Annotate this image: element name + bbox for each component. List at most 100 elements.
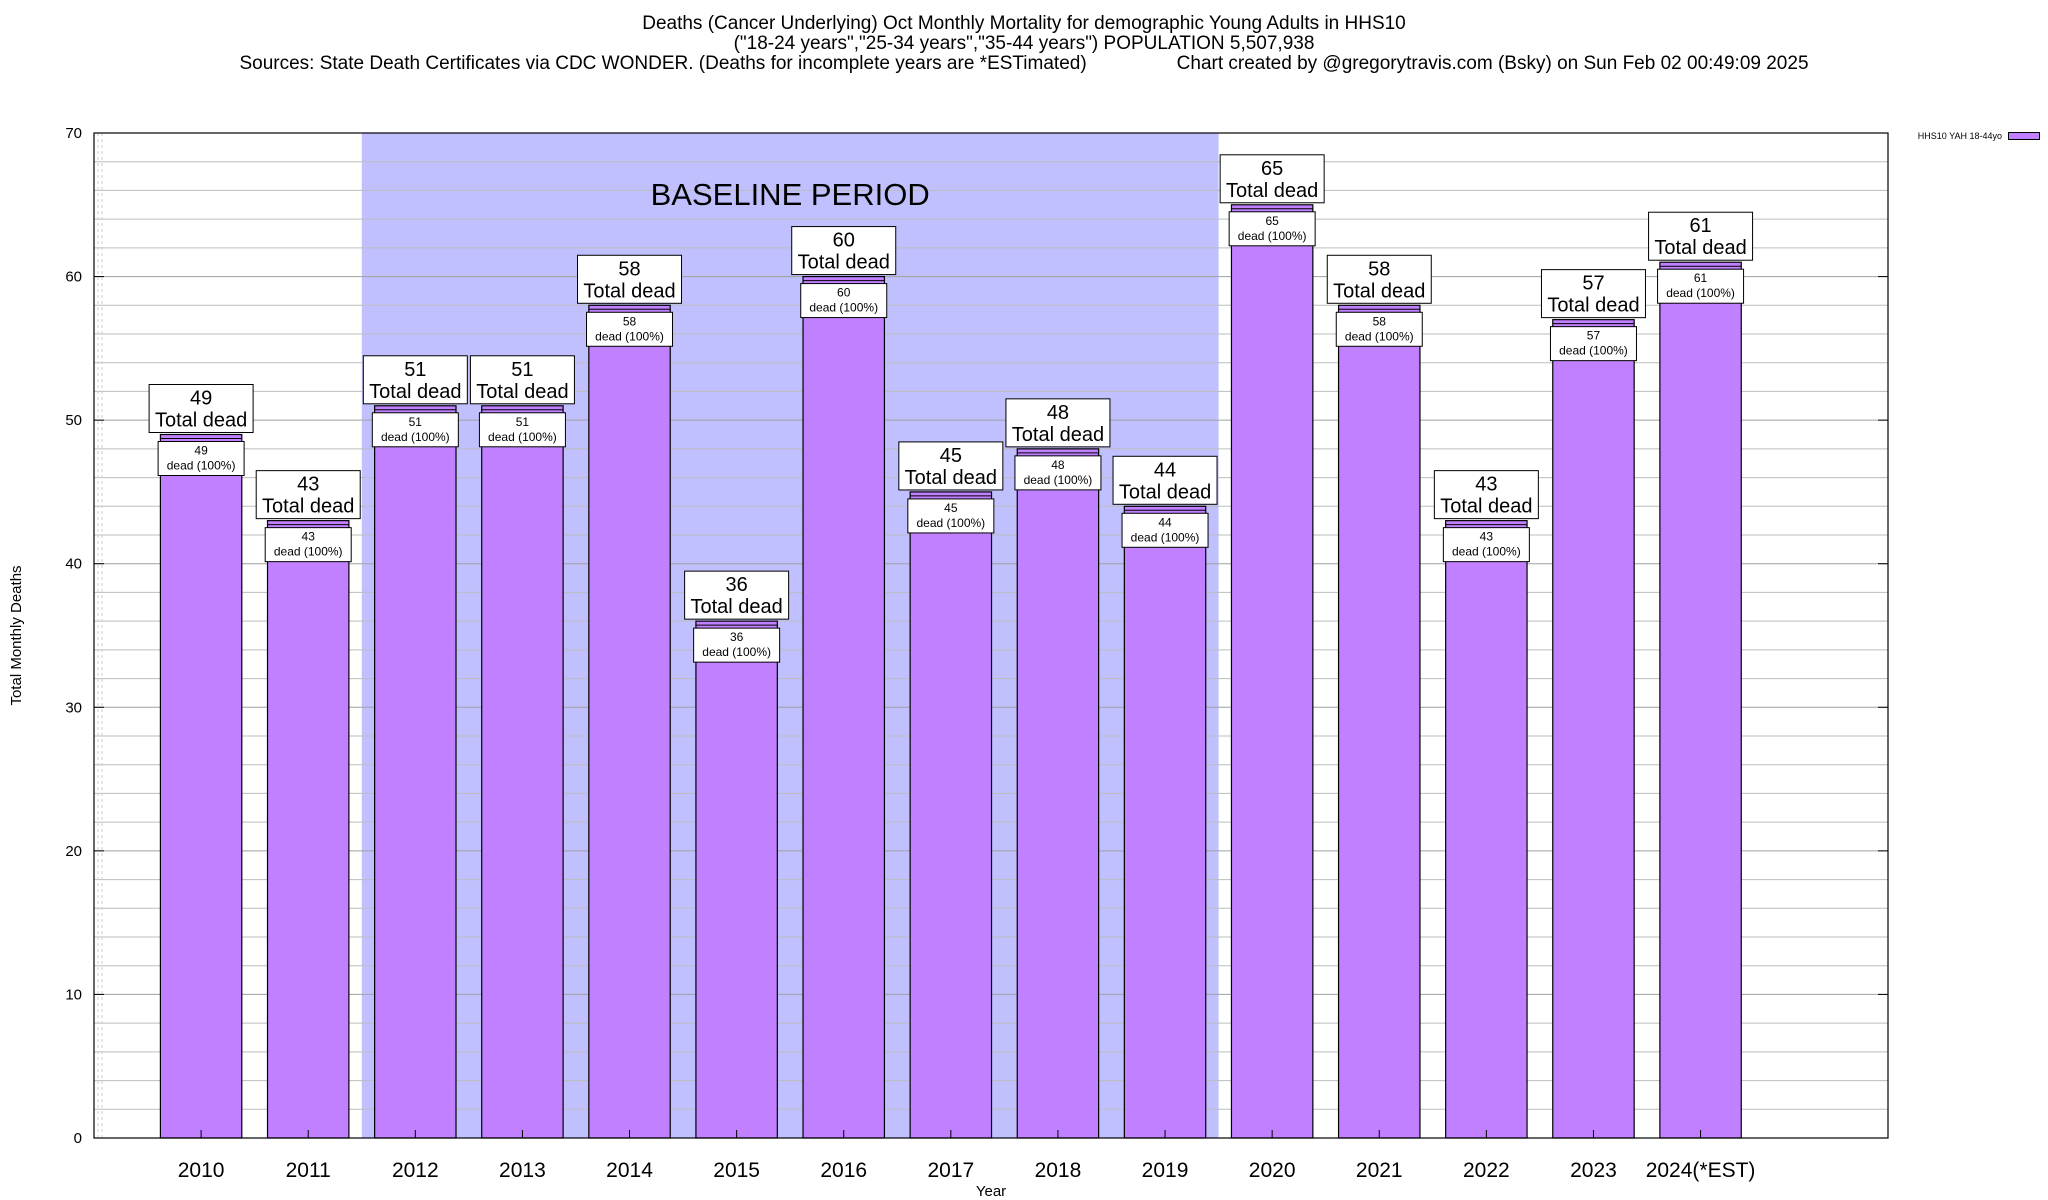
inner-data-label: 61 bbox=[1694, 271, 1708, 285]
inner-data-label-suffix: dead (100%) bbox=[702, 645, 771, 659]
x-tick-label: 2010 bbox=[178, 1159, 225, 1182]
inner-data-label: 58 bbox=[623, 314, 637, 328]
inner-data-label: 57 bbox=[1587, 329, 1601, 343]
outer-data-label: 51 bbox=[404, 359, 426, 381]
y-tick-label: 70 bbox=[65, 125, 82, 142]
outer-label-box bbox=[577, 254, 683, 304]
x-tick-label: 2011 bbox=[286, 1159, 331, 1182]
outer-data-label-suffix: Total dead bbox=[1654, 237, 1746, 259]
legend-swatch bbox=[2008, 132, 2040, 140]
plot-frame bbox=[93, 132, 1889, 1139]
inner-label-box bbox=[1121, 512, 1209, 548]
bar bbox=[695, 620, 778, 1139]
outer-label-box bbox=[684, 570, 790, 620]
inner-label-box bbox=[800, 283, 888, 319]
outer-data-label-suffix: Total dead bbox=[369, 381, 461, 403]
chart-credit: Chart created by @gregorytravis.com (Bsk… bbox=[1176, 53, 1809, 74]
inner-data-label-suffix: dead (100%) bbox=[274, 545, 343, 559]
inner-data-label-suffix: dead (100%) bbox=[381, 430, 450, 444]
bar bbox=[1552, 319, 1635, 1139]
bar bbox=[1123, 505, 1207, 1139]
y-tick-label: 30 bbox=[65, 699, 82, 716]
inner-data-label: 58 bbox=[1373, 314, 1387, 328]
legend: HHS10 YAH 18-44yo bbox=[1918, 131, 2040, 141]
inner-data-label: 43 bbox=[302, 530, 316, 544]
inner-label-box bbox=[1549, 326, 1637, 362]
bar bbox=[374, 405, 457, 1139]
inner-data-label: 60 bbox=[837, 286, 851, 300]
outer-data-label-suffix: Total dead bbox=[583, 280, 675, 302]
inner-data-label: 48 bbox=[1051, 458, 1065, 472]
y-tick-label: 20 bbox=[65, 843, 82, 860]
x-tick-label: 2017 bbox=[927, 1159, 974, 1182]
x-tick-label: 2021 bbox=[1356, 1159, 1403, 1182]
bar bbox=[802, 275, 886, 1139]
inner-label-box bbox=[1014, 455, 1102, 491]
chart-title-block: Deaths (Cancer Underlying) Oct Monthly M… bbox=[0, 14, 2048, 74]
x-tick-label: 2019 bbox=[1142, 1159, 1189, 1182]
outer-data-label: 48 bbox=[1047, 402, 1069, 424]
outer-data-label: 44 bbox=[1154, 459, 1176, 481]
x-tick-label: 2013 bbox=[499, 1159, 546, 1182]
inner-label-box bbox=[478, 412, 566, 448]
outer-data-label: 43 bbox=[297, 474, 319, 496]
inner-label-box bbox=[1442, 527, 1530, 563]
bar bbox=[909, 491, 993, 1139]
inner-label-box bbox=[1228, 211, 1316, 247]
x-tick-label: 2024(*EST) bbox=[1646, 1159, 1756, 1182]
inner-label-box bbox=[371, 412, 459, 448]
outer-label-box bbox=[1326, 254, 1432, 304]
x-tick-label: 2012 bbox=[392, 1159, 439, 1182]
inner-label-box bbox=[693, 627, 781, 663]
y-tick-label: 40 bbox=[65, 556, 82, 573]
chart-title: Deaths (Cancer Underlying) Oct Monthly M… bbox=[642, 13, 1406, 34]
chart-sources: Sources: State Death Certificates via CD… bbox=[239, 53, 1087, 74]
outer-data-label-suffix: Total dead bbox=[262, 496, 354, 518]
inner-data-label-suffix: dead (100%) bbox=[1666, 286, 1735, 300]
outer-label-box bbox=[1112, 455, 1218, 505]
outer-data-label: 51 bbox=[511, 359, 533, 381]
outer-label-box bbox=[469, 355, 575, 405]
outer-label-box bbox=[1005, 398, 1111, 448]
inner-data-label-suffix: dead (100%) bbox=[1452, 545, 1521, 559]
outer-label-box bbox=[1540, 269, 1646, 319]
legend-label: HHS10 YAH 18-44yo bbox=[1917, 131, 2002, 141]
outer-data-label: 65 bbox=[1261, 158, 1283, 180]
outer-data-label-suffix: Total dead bbox=[690, 596, 782, 618]
outer-label-box bbox=[1219, 154, 1325, 204]
inner-data-label: 51 bbox=[409, 415, 423, 429]
inner-label-box bbox=[157, 441, 245, 476]
outer-label-box bbox=[898, 441, 1004, 491]
inner-label-box bbox=[264, 527, 352, 563]
outer-data-label: 60 bbox=[833, 230, 855, 252]
inner-label-box bbox=[1657, 268, 1745, 304]
bar bbox=[1337, 304, 1421, 1139]
y-tick-label: 0 bbox=[74, 1130, 82, 1147]
outer-data-label-suffix: Total dead bbox=[798, 252, 890, 274]
bar bbox=[1230, 204, 1314, 1139]
x-tick-label: 2022 bbox=[1463, 1159, 1510, 1182]
outer-data-label: 58 bbox=[618, 258, 640, 280]
outer-data-label-suffix: Total dead bbox=[1119, 481, 1211, 503]
outer-data-label: 36 bbox=[726, 574, 748, 596]
bar bbox=[588, 304, 671, 1139]
x-tick-label: 2020 bbox=[1249, 1159, 1296, 1182]
outer-data-label: 43 bbox=[1475, 474, 1497, 496]
inner-data-label-suffix: dead (100%) bbox=[595, 329, 664, 343]
outer-data-label: 45 bbox=[940, 445, 962, 467]
y-tick-label: 10 bbox=[65, 986, 82, 1003]
y-tick-label: 60 bbox=[65, 269, 82, 286]
chart-subtitle: ("18-24 years","25-34 years","35-44 year… bbox=[733, 33, 1315, 54]
inner-data-label-suffix: dead (100%) bbox=[1559, 344, 1628, 358]
outer-data-label: 61 bbox=[1689, 215, 1711, 237]
inner-label-box bbox=[1335, 311, 1423, 347]
inner-data-label-suffix: dead (100%) bbox=[1238, 229, 1307, 243]
x-tick-label: 2016 bbox=[820, 1159, 867, 1182]
x-tick-label: 2014 bbox=[606, 1159, 653, 1182]
outer-label-box bbox=[1433, 470, 1539, 520]
inner-data-label-suffix: dead (100%) bbox=[488, 430, 557, 444]
outer-label-box bbox=[1648, 211, 1754, 261]
outer-data-label: 58 bbox=[1368, 258, 1390, 280]
outer-data-label: 49 bbox=[190, 388, 212, 410]
inner-data-label-suffix: dead (100%) bbox=[167, 459, 236, 473]
